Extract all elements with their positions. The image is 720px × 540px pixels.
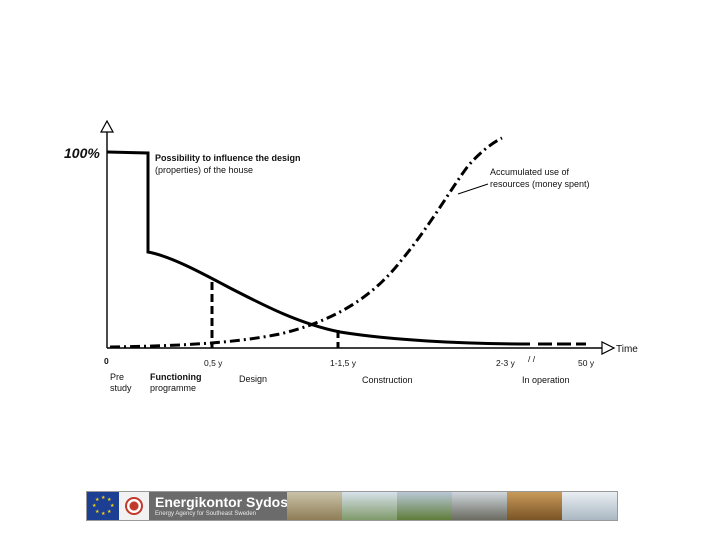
tick-0: 0 [104, 356, 109, 366]
phase-dividers [210, 282, 340, 348]
org-name: Energikontor Sydost [155, 493, 293, 510]
y-axis-top-label: 100% [64, 145, 100, 161]
phase-labels: Pre study Functioning programme Design C… [110, 372, 570, 393]
photo-wind-turbines [342, 492, 397, 520]
phase-pre-study-line1: Pre [110, 372, 124, 382]
org-tagline: Energy Agency for Southeast Sweden [155, 510, 257, 517]
eu-flag-icon: ★ ★ ★ ★ ★ ★ ★ ★ [87, 492, 119, 520]
x-axis-arrow [601, 341, 616, 355]
photo-strip [287, 492, 617, 520]
phase-functioning-line1: Functioning [150, 372, 202, 382]
photo-fields [397, 492, 452, 520]
y-axis-arrow [99, 119, 115, 133]
phase-pre-study-line2: study [110, 383, 132, 393]
tick-0-5y: 0,5 y [204, 358, 223, 368]
tick-1-1-5y: 1-1,5 y [330, 358, 357, 368]
photo-wood-pellets [507, 492, 562, 520]
axis-break-mark: / / [528, 354, 536, 364]
tick-50y: 50 y [578, 358, 595, 368]
axes [99, 119, 616, 355]
influence-annotation: Possibility to influence the design (pro… [155, 153, 301, 175]
influence-label-line1: Possibility to influence the design [155, 153, 301, 163]
tick-2-3y: 2-3 y [496, 358, 516, 368]
photo-building [452, 492, 507, 520]
resources-label-line2: resources (money spent) [490, 179, 590, 189]
resources-label-line1: Accumulated use of [490, 167, 570, 177]
resources-annotation: Accumulated use of resources (money spen… [457, 167, 590, 195]
phase-construction: Construction [362, 375, 413, 385]
footer-logo-banner: ★ ★ ★ ★ ★ ★ ★ ★ Energikontor Sydost Ener… [86, 491, 618, 521]
photo-sky [562, 492, 617, 520]
x-axis-label: Time [616, 344, 638, 355]
org-logo: Energikontor Sydost Energy Agency for So… [149, 492, 293, 520]
phase-in-operation: In operation [522, 375, 570, 385]
influence-curve [106, 150, 531, 346]
phase-design: Design [239, 374, 267, 384]
resources-pointer [457, 183, 489, 195]
x-ticks: 0 0,5 y 1-1,5 y 2-3 y / / 50 y [104, 354, 595, 368]
org-emblem-icon [119, 492, 149, 520]
phase-functioning-line2: programme [150, 383, 196, 393]
influence-label-line2: (properties) of the house [155, 165, 253, 175]
resources-curve [109, 136, 503, 349]
photo-landscape [287, 492, 342, 520]
